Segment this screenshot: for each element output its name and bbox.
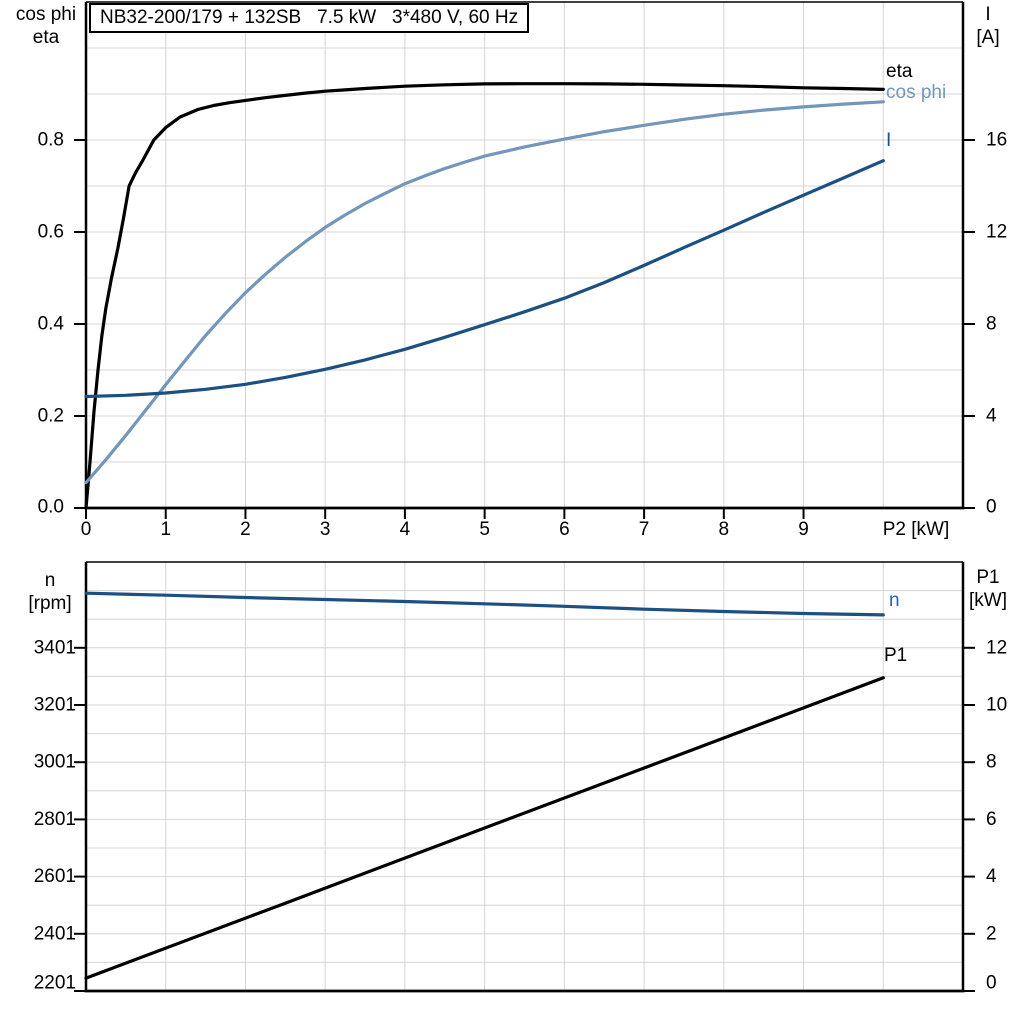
y-right-tick-label: 10 bbox=[986, 695, 1007, 716]
x-tick-label: 2 bbox=[240, 519, 251, 540]
bottom-left-axis-header: n [rpm] bbox=[8, 569, 92, 615]
y-left-tick-label: 2801 bbox=[34, 809, 76, 830]
axis-header-speed: n bbox=[44, 570, 56, 591]
chart-bottom: 2201 2401 2601 2801 3001 3201 3401 0 2 4 6 8 10 12 n P1 bbox=[34, 561, 1007, 994]
x-axis-label: P2 [kW] bbox=[883, 519, 950, 540]
eta-curve-label: eta bbox=[886, 61, 913, 82]
y-left-tick-label: 0.0 bbox=[38, 497, 64, 518]
x-tick-label: 3 bbox=[320, 519, 331, 540]
plot-background bbox=[86, 562, 963, 991]
x-tick-label: 4 bbox=[400, 519, 411, 540]
y-right-tick-label: 12 bbox=[986, 637, 1007, 658]
x-tick-label: 5 bbox=[479, 519, 490, 540]
eta-curve bbox=[84, 82, 885, 510]
y-right-tick-label: 12 bbox=[986, 222, 1007, 243]
axis-header-current: I bbox=[985, 4, 991, 25]
y-right-tick-label: 6 bbox=[986, 809, 997, 830]
y-left-tick-label: 2201 bbox=[34, 973, 76, 994]
x-tick-label: 0 bbox=[81, 519, 92, 540]
x-tick-label: 8 bbox=[719, 519, 730, 540]
y-right-tick-label: 4 bbox=[986, 406, 997, 427]
n-curve bbox=[84, 591, 885, 617]
gridlines bbox=[86, 2, 963, 508]
i-curve-label: I bbox=[886, 130, 891, 151]
y-right-tick-label: 16 bbox=[986, 130, 1007, 151]
p1-curve bbox=[84, 676, 885, 980]
x-tick-label: 7 bbox=[639, 519, 650, 540]
gridlines bbox=[86, 562, 963, 991]
y-left-tick-label: 0.8 bbox=[38, 130, 64, 151]
axis-header-cos-phi: cos phi bbox=[15, 4, 77, 25]
cos-phi-curve-label: cos phi bbox=[886, 82, 946, 103]
axis-header-p1-unit: [kW] bbox=[969, 590, 1007, 611]
top-right-axis-header: I [A] bbox=[952, 3, 1024, 49]
y-right-tick-label: 4 bbox=[986, 866, 997, 887]
y-right-tick-label: 8 bbox=[986, 314, 997, 335]
axes bbox=[84, 561, 965, 993]
x-tick-label: 6 bbox=[559, 519, 570, 540]
i-curve bbox=[84, 159, 885, 399]
y-left-tick-label: 2401 bbox=[34, 923, 76, 944]
plot-background bbox=[86, 2, 963, 508]
y-right-tick-label: 2 bbox=[986, 923, 997, 944]
x-tick-label: 1 bbox=[160, 519, 171, 540]
axes bbox=[84, 1, 965, 510]
axis-header-p1: P1 bbox=[976, 567, 1000, 588]
axis-header-eta: eta bbox=[32, 27, 60, 48]
y-left-tick-label: 0.4 bbox=[38, 314, 65, 335]
axis-header-current-unit: [A] bbox=[976, 27, 1000, 48]
p1-curve-label: P1 bbox=[884, 645, 907, 666]
y-right-tick-label: 0 bbox=[986, 497, 997, 518]
y-left-tick-label: 3201 bbox=[34, 695, 76, 716]
y-left-tick-label: 3001 bbox=[34, 752, 76, 773]
y-right-tick-label: 0 bbox=[986, 973, 997, 994]
bottom-right-axis-header: P1 [kW] bbox=[952, 566, 1024, 612]
y-left-tick-label: 3401 bbox=[34, 637, 76, 658]
cos-phi-curve bbox=[84, 100, 885, 485]
n-curve-label: n bbox=[889, 590, 900, 611]
y-left-tick-label: 0.6 bbox=[38, 222, 64, 243]
y-right-tick-label: 8 bbox=[986, 752, 997, 773]
chart-title-box: NB32-200/179 + 132SB 7.5 kW 3*480 V, 60 … bbox=[89, 3, 530, 33]
x-tick-label: 9 bbox=[798, 519, 809, 540]
axis-header-speed-unit: [rpm] bbox=[28, 593, 72, 614]
y-left-tick-label: 0.2 bbox=[38, 406, 64, 427]
top-left-axis-header: cos phi eta bbox=[4, 3, 88, 49]
y-left-tick-label: 2601 bbox=[34, 866, 76, 887]
